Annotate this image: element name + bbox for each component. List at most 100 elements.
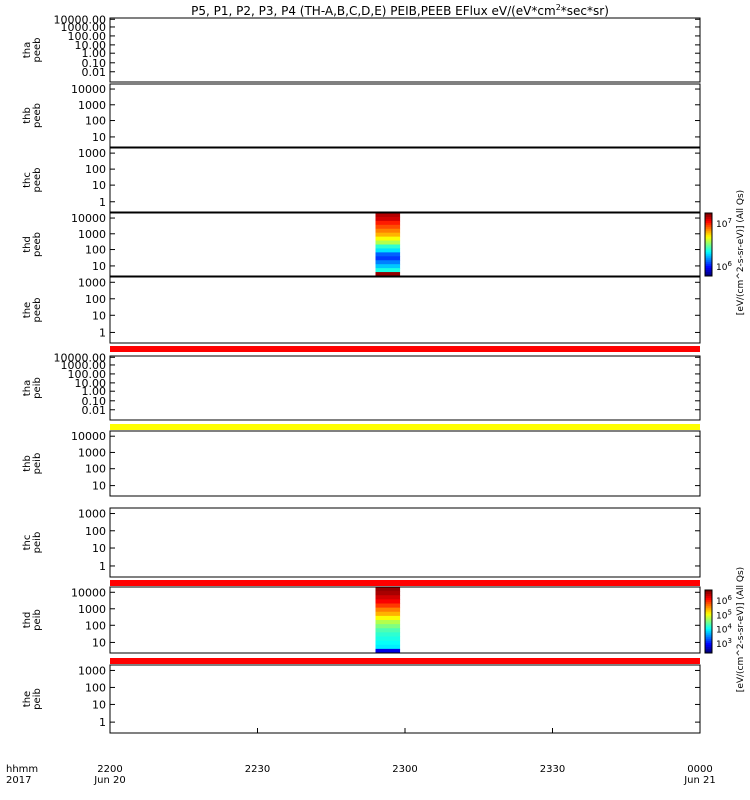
colorbar-tick-label: 106 (716, 594, 732, 607)
colorbar-cell (705, 266, 712, 269)
colorbar-cell (705, 601, 712, 605)
colorbar-tick-label: 105 (716, 608, 732, 621)
heatmap-cell (375, 611, 401, 617)
y-tick-label: 100 (85, 681, 106, 694)
y-tick-label: 1.00 (82, 47, 107, 60)
heatmap-cell (375, 268, 401, 273)
y-tick-label: 100 (85, 293, 106, 306)
colorbar-cell (705, 224, 712, 228)
panels: 10000.001000.00100.0010.001.000.100.01th… (22, 13, 701, 734)
y-tick-label: 100 (85, 619, 106, 632)
colorbar-cell (705, 637, 712, 640)
colorbar-cell (705, 621, 712, 624)
colorbar-cell (705, 599, 712, 603)
time-label-year: 2017 (6, 775, 31, 786)
time-axis: 2200 2230 2300 2330 0000 Jun 20 Jun 21 (93, 728, 716, 786)
y-tick-label: 10000.00 (54, 13, 107, 26)
status-bar (110, 424, 700, 430)
colorbar-cell (705, 597, 712, 601)
y-tick-label: 1000 (78, 147, 106, 160)
colorbar-cell (705, 254, 712, 257)
colorbar-cell (705, 252, 712, 255)
colorbar-cell (705, 613, 712, 617)
panel-frame (109, 212, 701, 277)
heatmap-cell (375, 595, 401, 600)
colorbar-cell (705, 635, 712, 638)
panel-frame (109, 586, 701, 654)
colorbar-cell (705, 222, 712, 226)
y-tick-label: 100.00 (68, 368, 107, 381)
colorbar-frame (704, 212, 713, 277)
x-date-label: Jun 20 (93, 775, 126, 786)
colorbar-tick-label: 103 (716, 637, 732, 650)
colorbar-cell (705, 262, 712, 265)
colorbar-cell (705, 226, 712, 230)
y-axis-label: thapeib (22, 377, 43, 399)
heatmap-cell (375, 624, 401, 629)
x-tick-label: 2330 (540, 764, 565, 775)
y-tick-label: 10 (92, 542, 106, 555)
colorbar-cell (705, 631, 712, 634)
colorbar-label: [eV/(cm^2-s-sr-eV)] (All Qs) (736, 567, 746, 692)
y-tick-label: 10 (92, 480, 106, 493)
heatmap-cell (375, 628, 401, 633)
y-tick-label: 1 (99, 196, 106, 209)
heatmap-cell (375, 636, 401, 642)
y-tick-label: 10 (92, 131, 106, 144)
heatmap-cell (375, 607, 401, 613)
y-axis-label: thapeeb (22, 38, 43, 63)
panel-frame (109, 355, 701, 421)
colorbar-cell (705, 651, 712, 654)
colorbar-cell (705, 591, 712, 595)
x-tick-label: 2200 (97, 764, 122, 775)
colorbar-cell (705, 228, 712, 232)
colorbar-tick-label: 104 (716, 623, 732, 636)
x-tick-label: 0000 (687, 764, 712, 775)
colorbar-cell (705, 623, 712, 626)
colorbar-cell (705, 649, 712, 652)
colorbar-tick-label: 107 (716, 217, 732, 230)
y-tick-label: 10 (92, 698, 106, 711)
colorbar-cell (705, 603, 712, 607)
colorbar-cell (705, 617, 712, 621)
colorbar-cell (705, 274, 712, 277)
colorbar-cell (705, 593, 712, 597)
x-tick-label: 2230 (245, 764, 270, 775)
status-bars (110, 346, 700, 664)
colorbar-cell (705, 605, 712, 609)
x-date-label: Jun 21 (683, 775, 716, 786)
panel-frame (109, 664, 701, 734)
colorbar-label: [eV/(cm^2-s-sr-eV)] (All Qs) (736, 190, 746, 315)
y-tick-label: 10000.00 (54, 351, 107, 364)
y-tick-label: 1000 (78, 99, 106, 112)
y-tick-label: 1000 (78, 508, 106, 521)
heatmap-cell (375, 240, 401, 245)
colorbar-cell (705, 238, 712, 242)
panel-frame (109, 83, 701, 148)
y-tick-label: 10 (92, 260, 106, 273)
colorbar-cell (705, 633, 712, 636)
y-tick-label: 10.00 (75, 377, 107, 390)
colorbar-cell (705, 609, 712, 613)
panel-the-peib: 1000 100 10 1 thepeib (22, 664, 701, 734)
panel-frame (109, 276, 701, 344)
y-axis-label: thdpeib (22, 609, 43, 631)
y-tick-label: 1 (99, 326, 106, 339)
colorbar-cell (705, 214, 712, 218)
y-axis-label: thbpeib (22, 453, 43, 475)
colorbar-cell (705, 647, 712, 650)
colorbar-cell (705, 236, 712, 240)
heatmap-cell (375, 587, 401, 592)
panel-thb-peeb: 10000 1000 100 10 thbpeeb (22, 83, 701, 148)
y-axis-label: thepeib (22, 688, 43, 710)
colorbar-cell (705, 645, 712, 648)
colorbar-cell (705, 270, 712, 273)
y-tick-label: 1000 (78, 228, 106, 241)
y-tick-label: 1000.00 (61, 359, 107, 372)
y-axis-label: thcpeeb (22, 168, 43, 193)
panel-frame (109, 507, 701, 578)
panel-thc-peib: 1000 100 10 1 thcpeib (22, 507, 701, 578)
